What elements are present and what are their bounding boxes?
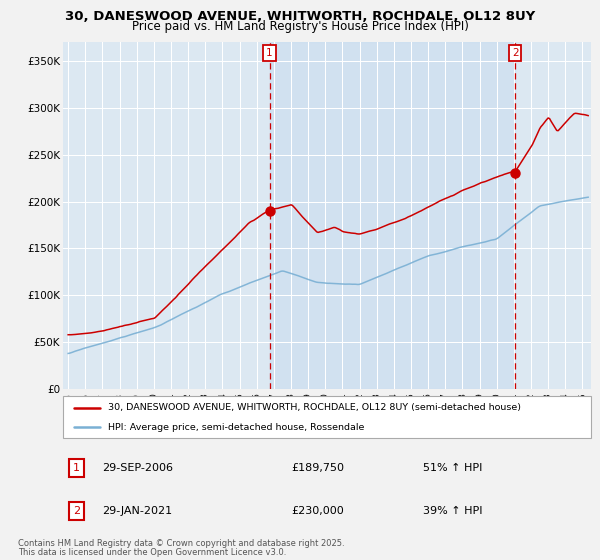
Text: £230,000: £230,000 (291, 506, 344, 516)
Text: £189,750: £189,750 (291, 463, 344, 473)
Text: This data is licensed under the Open Government Licence v3.0.: This data is licensed under the Open Gov… (18, 548, 286, 557)
Text: 1: 1 (73, 463, 80, 473)
Text: 1: 1 (266, 48, 273, 58)
Text: 2: 2 (512, 48, 518, 58)
Text: 2: 2 (73, 506, 80, 516)
Text: 29-JAN-2021: 29-JAN-2021 (102, 506, 172, 516)
Text: 51% ↑ HPI: 51% ↑ HPI (423, 463, 482, 473)
Text: HPI: Average price, semi-detached house, Rossendale: HPI: Average price, semi-detached house,… (108, 423, 364, 432)
Text: Price paid vs. HM Land Registry's House Price Index (HPI): Price paid vs. HM Land Registry's House … (131, 20, 469, 33)
Text: 30, DANESWOOD AVENUE, WHITWORTH, ROCHDALE, OL12 8UY (semi-detached house): 30, DANESWOOD AVENUE, WHITWORTH, ROCHDAL… (108, 403, 521, 412)
Bar (269, 42, 515, 389)
Text: Contains HM Land Registry data © Crown copyright and database right 2025.: Contains HM Land Registry data © Crown c… (18, 539, 344, 548)
Text: 29-SEP-2006: 29-SEP-2006 (102, 463, 173, 473)
Text: 30, DANESWOOD AVENUE, WHITWORTH, ROCHDALE, OL12 8UY: 30, DANESWOOD AVENUE, WHITWORTH, ROCHDAL… (65, 10, 535, 22)
Text: 39% ↑ HPI: 39% ↑ HPI (423, 506, 482, 516)
FancyBboxPatch shape (63, 396, 591, 438)
